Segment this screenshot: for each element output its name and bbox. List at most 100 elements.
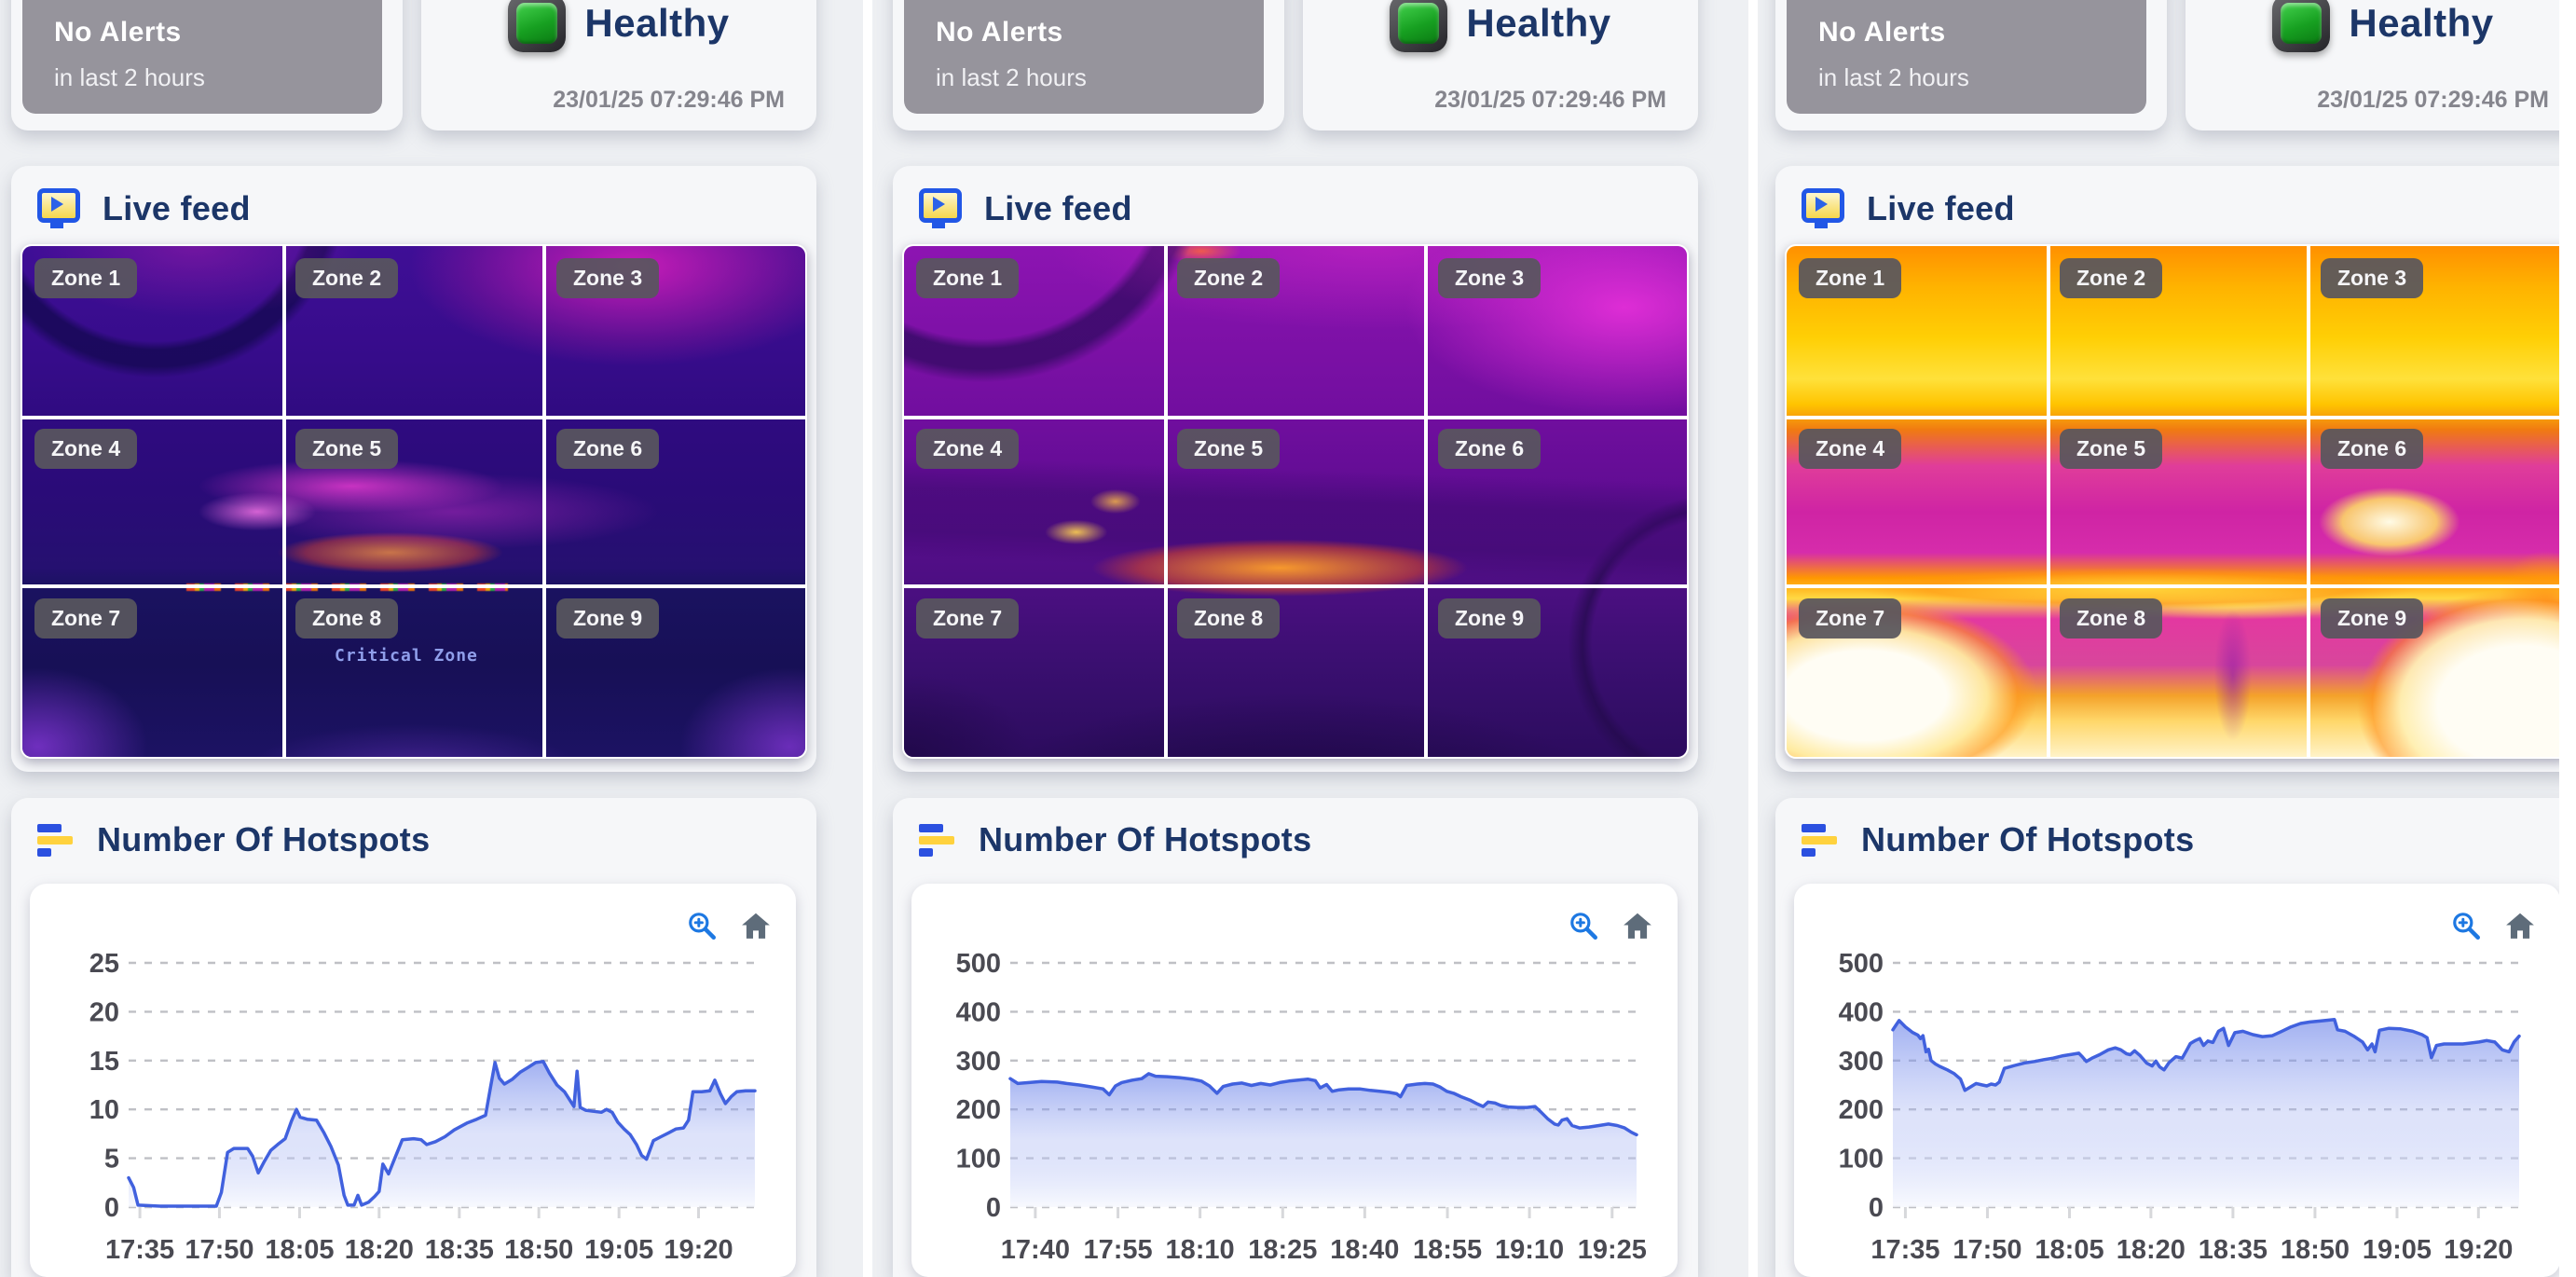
y-tick-label: 100 bbox=[1839, 1145, 1884, 1174]
zone-label: Zone 9 bbox=[2321, 598, 2424, 639]
alerts-title: No Alerts bbox=[54, 17, 182, 48]
live-feed-viewport: Zone 1 Zone 2 Zone 3 Zone 4 Zone 5 Zone 6 Zone… bbox=[21, 244, 807, 759]
y-tick-label: 25 bbox=[89, 949, 119, 979]
alerts-subtitle: in last 2 hours bbox=[1818, 63, 1969, 91]
y-tick-label: 10 bbox=[89, 1095, 119, 1125]
zone-grid: Zone 1 Zone 2 Zone 3 Zone 4 Zone 5 Zone 6 Zone… bbox=[904, 246, 1687, 757]
zone-cell-4[interactable]: Zone 4 bbox=[904, 417, 1165, 587]
y-tick-label: 0 bbox=[104, 1193, 119, 1223]
monitor-stand bbox=[932, 223, 945, 228]
zone-label: Zone 8 bbox=[295, 598, 399, 639]
y-tick-label: 100 bbox=[956, 1145, 1001, 1174]
health-status-card: Healthy 23/01/25 07:29:46 PM bbox=[421, 0, 816, 130]
zone-cell-2[interactable]: Zone 2 bbox=[1165, 246, 1426, 417]
alerts-subtitle: in last 2 hours bbox=[54, 63, 205, 91]
zone-cell-3[interactable]: Zone 3 bbox=[1426, 246, 1687, 417]
zone-label: Zone 1 bbox=[1799, 258, 1902, 298]
zoom-in-icon[interactable] bbox=[1568, 910, 1599, 941]
zone-label: Zone 1 bbox=[34, 258, 138, 298]
zone-cell-6[interactable]: Zone 6 bbox=[1426, 417, 1687, 587]
hotspots-chart-panel: 0 100 200 300 400 500 17:35 17:50 18:05 18:20 18:3… bbox=[1794, 884, 2559, 1277]
zone-cell-1[interactable]: Zone 1 bbox=[904, 246, 1165, 417]
live-feed-card: Live feed Zone 1 Zone 2 Zone 3 Zone 4 Zone 5… bbox=[893, 166, 1698, 772]
y-tick-label: 5 bbox=[104, 1145, 119, 1174]
status-timestamp: 23/01/25 07:29:46 PM bbox=[1434, 87, 1666, 113]
zone-cell-4[interactable]: Zone 4 bbox=[22, 417, 283, 587]
zone-cell-8[interactable]: Zone 8 bbox=[1165, 586, 1426, 757]
x-tick-label: 17:50 bbox=[185, 1235, 253, 1265]
zone-cell-7[interactable]: Zone 7 bbox=[22, 586, 283, 757]
zone-label: Zone 5 bbox=[295, 428, 399, 469]
hotspots-card: Number Of Hotspots bbox=[893, 798, 1698, 1277]
zone-label: Zone 8 bbox=[1177, 598, 1281, 639]
x-tick-label: 18:10 bbox=[1166, 1235, 1235, 1265]
zone-cell-9[interactable]: Zone 9 bbox=[544, 586, 805, 757]
zone-label: Zone 5 bbox=[1177, 428, 1281, 469]
zoom-in-icon[interactable] bbox=[2450, 910, 2482, 941]
home-reset-icon[interactable] bbox=[2504, 910, 2536, 941]
zone-label: Zone 2 bbox=[2060, 258, 2163, 298]
zone-cell-5[interactable]: Zone 5 bbox=[283, 417, 544, 587]
health-status-label: Healthy bbox=[2349, 1, 2494, 45]
y-tick-label: 400 bbox=[956, 997, 1001, 1027]
live-feed-viewport: Zone 1 Zone 2 Zone 3 Zone 4 Zone 5 Zone 6 Zone… bbox=[1785, 244, 2559, 759]
y-tick-label: 300 bbox=[1839, 1047, 1884, 1077]
zone-label: Zone 3 bbox=[1438, 258, 1541, 298]
monitor-stand bbox=[50, 223, 63, 228]
zone-cell-7[interactable]: Zone 7 bbox=[1787, 586, 2048, 757]
zone-cell-6[interactable]: Zone 6 bbox=[544, 417, 805, 587]
zone-cell-5[interactable]: Zone 5 bbox=[2048, 417, 2309, 587]
live-feed-title: Live feed bbox=[103, 188, 251, 227]
x-tick-label: 17:35 bbox=[1870, 1235, 1939, 1265]
zone-cell-8[interactable]: Zone 8 Critical Zone bbox=[283, 586, 544, 757]
live-feed-monitor-play-icon bbox=[37, 188, 80, 228]
y-tick-label: 400 bbox=[1839, 997, 1884, 1027]
zone-cell-7[interactable]: Zone 7 bbox=[904, 586, 1165, 757]
live-feed-card: Live feed Zone 1 Zone 2 Zone 3 Zone 4 Zone 5… bbox=[11, 166, 816, 772]
home-reset-icon[interactable] bbox=[1622, 910, 1653, 941]
alerts-title: No Alerts bbox=[936, 17, 1063, 48]
status-row: No Alerts in last 2 hours Healthy 23/01/… bbox=[11, 0, 816, 130]
x-tick-label: 18:05 bbox=[2035, 1235, 2103, 1265]
zone-cell-5[interactable]: Zone 5 bbox=[1165, 417, 1426, 587]
no-alerts-badge: No Alerts in last 2 hours bbox=[1787, 0, 2146, 114]
zone-label: Zone 7 bbox=[916, 598, 1020, 639]
bar-chart-icon bbox=[919, 823, 956, 857]
y-tick-label: 500 bbox=[956, 949, 1001, 979]
zone-cell-6[interactable]: Zone 6 bbox=[2309, 417, 2559, 587]
zone-cell-2[interactable]: Zone 2 bbox=[283, 246, 544, 417]
alerts-card: No Alerts in last 2 hours bbox=[893, 0, 1284, 130]
zone-label: Zone 2 bbox=[1177, 258, 1281, 298]
live-feed-title: Live feed bbox=[1867, 188, 2015, 227]
y-tick-label: 300 bbox=[956, 1047, 1001, 1077]
zone-cell-9[interactable]: Zone 9 bbox=[1426, 586, 1687, 757]
hotspots-area-chart: 0 5 10 15 20 25 17:35 17:50 18:05 18:20 18:35 18:50… bbox=[89, 949, 757, 1265]
zone-cell-3[interactable]: Zone 3 bbox=[544, 246, 805, 417]
zone-cell-4[interactable]: Zone 4 bbox=[1787, 417, 2048, 587]
zone-cell-2[interactable]: Zone 2 bbox=[2048, 246, 2309, 417]
zone-cell-8[interactable]: Zone 8 bbox=[2048, 586, 2309, 757]
unit-panel-2: No Alerts in last 2 hours Healthy 23/01/… bbox=[872, 0, 1748, 1277]
x-tick-label: 18:40 bbox=[1330, 1235, 1399, 1265]
y-tick-label: 20 bbox=[89, 997, 119, 1027]
x-tick-label: 19:20 bbox=[2444, 1235, 2513, 1265]
home-reset-icon[interactable] bbox=[740, 910, 772, 941]
chart-toolbar bbox=[2450, 910, 2536, 941]
zoom-in-icon[interactable] bbox=[686, 910, 718, 941]
led-inner bbox=[516, 3, 558, 44]
zone-cell-3[interactable]: Zone 3 bbox=[2309, 246, 2559, 417]
zone-label: Zone 6 bbox=[1438, 428, 1541, 469]
zone-cell-1[interactable]: Zone 1 bbox=[1787, 246, 2048, 417]
hotspots-chart-panel: 0 100 200 300 400 500 17:40 17:55 18:10 18:25 18:4… bbox=[911, 884, 1678, 1277]
critical-zone-overlay: Critical Zone bbox=[335, 646, 478, 666]
zone-cell-1[interactable]: Zone 1 bbox=[22, 246, 283, 417]
hotspots-card: Number Of Hotspots bbox=[1775, 798, 2559, 1277]
status-row: No Alerts in last 2 hours Healthy 23/01/… bbox=[893, 0, 1698, 130]
health-status-label: Healthy bbox=[1466, 1, 1611, 45]
alerts-card: No Alerts in last 2 hours bbox=[11, 0, 403, 130]
zone-grid: Zone 1 Zone 2 Zone 3 Zone 4 Zone 5 Zone 6 Zone… bbox=[1787, 246, 2559, 757]
zone-label: Zone 5 bbox=[2060, 428, 2163, 469]
y-tick-label: 200 bbox=[956, 1095, 1001, 1125]
zone-cell-9[interactable]: Zone 9 bbox=[2309, 586, 2559, 757]
